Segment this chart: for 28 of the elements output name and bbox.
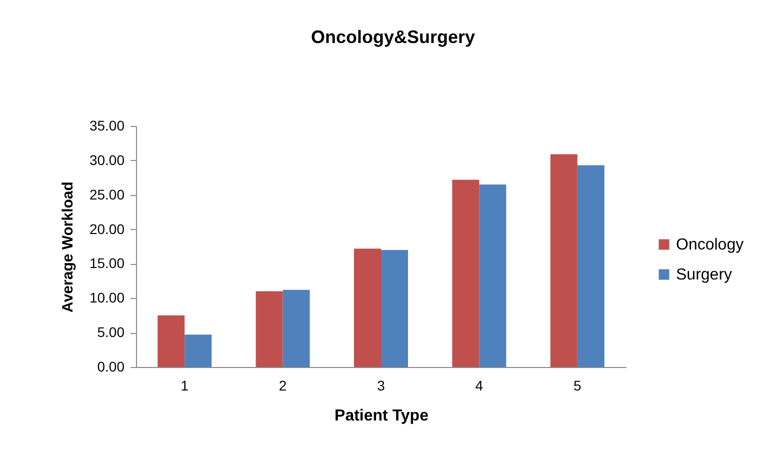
- x-tick-label: 5: [573, 378, 582, 394]
- bar: [158, 315, 185, 367]
- y-tick-label: 25.00: [89, 186, 125, 202]
- bar: [354, 248, 381, 367]
- x-tick-label: 4: [475, 378, 484, 394]
- bar: [577, 165, 604, 367]
- x-tick-label: 1: [180, 378, 189, 394]
- legend-label: Oncology: [676, 236, 744, 254]
- x-axis-title: Patient Type: [334, 408, 429, 424]
- y-tick-label: 15.00: [89, 255, 125, 272]
- bar: [452, 180, 480, 367]
- x-tick-label: 2: [278, 378, 287, 394]
- bar: [381, 250, 408, 367]
- bar: [256, 291, 283, 367]
- y-tick-label: 30.00: [89, 152, 125, 168]
- y-tick-label: 35.00: [89, 118, 125, 134]
- legend-label: Surgery: [676, 266, 732, 284]
- bar: [479, 184, 506, 367]
- x-tick-label: 3: [377, 378, 386, 394]
- y-tick-label: 10.00: [89, 290, 125, 306]
- y-tick-label: 5.00: [97, 324, 125, 340]
- y-tick-label: 0.00: [97, 358, 125, 374]
- bar: [184, 334, 212, 367]
- bar: [282, 290, 310, 367]
- bar: [550, 154, 578, 367]
- chart-title: Oncology&Surgery: [310, 27, 476, 47]
- y-axis-title: Average Workload: [59, 182, 76, 312]
- y-tick-label: 20.00: [89, 220, 125, 237]
